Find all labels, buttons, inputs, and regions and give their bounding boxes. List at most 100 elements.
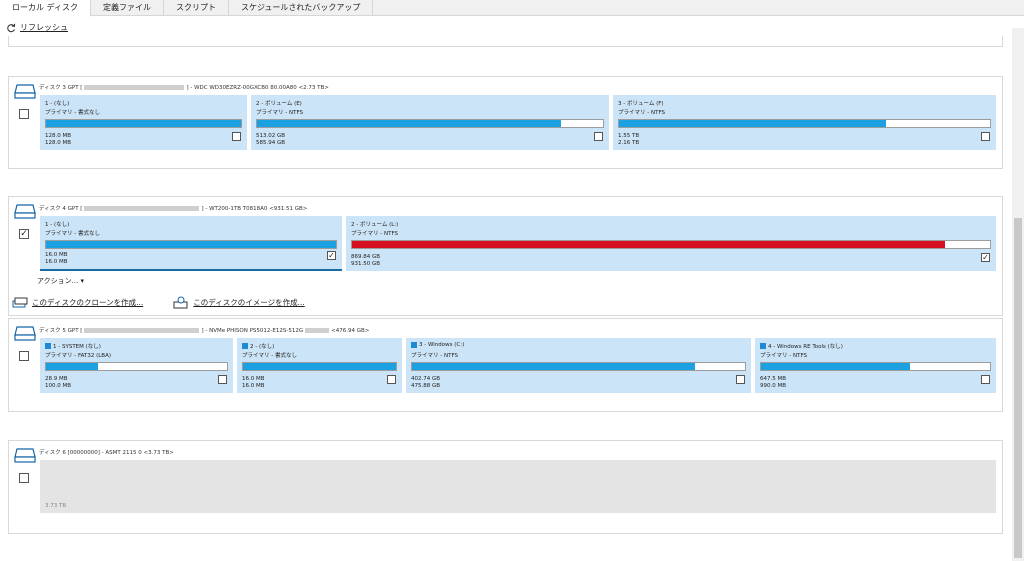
usage-fill <box>412 363 696 370</box>
tab-local-disk[interactable]: ローカル ディスク <box>0 0 91 17</box>
refresh-label: リフレッシュ <box>20 23 68 32</box>
usage-bar <box>256 119 604 128</box>
partition[interactable]: 3 - ボリューム (F) プライマリ - NTFS 1.55 TB 2.16 T… <box>613 95 996 150</box>
usage-fill <box>761 363 910 370</box>
scrollbar-thumb[interactable] <box>1014 218 1022 558</box>
partition-checkbox[interactable]: ✓ <box>981 253 990 262</box>
refresh-icon <box>7 23 16 32</box>
disk-5-partitions: 1 - SYSTEM (なし) プライマリ - FAT32 (LBA) 28.9… <box>40 338 996 393</box>
usage-bar <box>411 362 746 371</box>
partition-type: プライマリ - FAT32 (LBA) <box>45 353 111 359</box>
partition[interactable]: 1 - (なし) プライマリ - 書式なし 16.0 MB 16.0 MB ✓ <box>40 216 342 271</box>
partition-checkbox[interactable] <box>387 375 396 384</box>
partition[interactable]: 1 - SYSTEM (なし) プライマリ - FAT32 (LBA) 28.9… <box>40 338 233 393</box>
previous-disk-panel <box>8 36 1003 47</box>
partition-size: 28.9 MB 100.0 MB <box>45 376 72 389</box>
partition-name: 2 - ボリューム (L:) <box>351 222 399 228</box>
partition-size: 402.74 GB 475.88 GB <box>411 376 441 389</box>
tab-bar: ローカル ディスク 定義ファイル スクリプト スケジュールされたバックアップ <box>0 0 1024 17</box>
usage-bar <box>351 240 991 249</box>
partition-name: 3 - ボリューム (F) <box>618 101 664 107</box>
disk-3-partitions: 1 - (なし) プライマリ - 書式なし 128.0 MB 128.0 MB 2… <box>40 95 996 150</box>
usage-fill <box>46 363 99 370</box>
partition-name: 1 - (なし) <box>45 101 70 107</box>
partition-checkbox[interactable] <box>594 132 603 141</box>
unallocated-space[interactable]: 3.73 TB <box>40 460 996 513</box>
disk-5-checkbox[interactable] <box>19 351 29 361</box>
windows-icon <box>411 342 417 348</box>
usage-bar <box>45 362 228 371</box>
disk-icon <box>14 326 36 341</box>
disk-6-panel: ディスク 6 [00000000] - ASMT 2115 0 <3.73 TB… <box>8 440 1003 534</box>
partition-size: 128.0 MB 128.0 MB <box>45 133 72 146</box>
partition-type: プライマリ - NTFS <box>618 110 666 116</box>
partition-type: プライマリ - 書式なし <box>242 353 297 359</box>
disk-4-partitions: 1 - (なし) プライマリ - 書式なし 16.0 MB 16.0 MB ✓ 2… <box>40 216 996 271</box>
partition-name: 2 - (なし) <box>242 342 274 350</box>
tab-definition-files[interactable]: 定義ファイル <box>91 0 164 16</box>
disk-5-header: ディスク 5 GPT [] - NVMe PHISON PS5012-E12S-… <box>39 328 370 334</box>
partition[interactable]: 3 - Windows (C:) プライマリ - NTFS 402.74 GB 4… <box>406 338 751 393</box>
partition-size: 513.02 GB 585.94 GB <box>256 133 286 146</box>
disk-6-checkbox[interactable] <box>19 473 29 483</box>
usage-bar <box>618 119 991 128</box>
partition-name: 1 - (なし) <box>45 222 70 228</box>
partition-type: プライマリ - 書式なし <box>45 110 100 116</box>
partition-size: 16.0 MB 16.0 MB <box>242 376 265 389</box>
partition-checkbox[interactable] <box>232 132 241 141</box>
partition-size: 1.55 TB 2.16 TB <box>618 133 640 146</box>
actions-dropdown[interactable]: アクション... ▾ <box>37 277 85 285</box>
usage-fill <box>257 120 562 127</box>
image-disk-link[interactable]: このディスクのイメージを作成... <box>173 296 305 309</box>
refresh-button[interactable]: リフレッシュ <box>6 22 68 33</box>
disk-5-panel: ディスク 5 GPT [] - NVMe PHISON PS5012-E12S-… <box>8 318 1003 412</box>
unallocated-size: 3.73 TB <box>45 503 67 509</box>
tab-scheduled-backups[interactable]: スケジュールされたバックアップ <box>229 0 374 16</box>
partition-name: 3 - Windows (C:) <box>411 342 464 348</box>
usage-bar <box>45 240 337 249</box>
windows-icon <box>760 343 766 349</box>
partition-checkbox[interactable]: ✓ <box>327 251 336 260</box>
partition-checkbox[interactable] <box>736 375 745 384</box>
clone-disk-link[interactable]: このディスクのクローンを作成... <box>12 296 143 309</box>
partition-type: プライマリ - 書式なし <box>45 231 100 237</box>
usage-fill <box>243 363 396 370</box>
partition[interactable]: 2 - (なし) プライマリ - 書式なし 16.0 MB 16.0 MB <box>237 338 402 393</box>
disk-6-header: ディスク 6 [00000000] - ASMT 2115 0 <3.73 TB… <box>39 450 174 456</box>
usage-bar <box>45 119 242 128</box>
vertical-scrollbar[interactable] <box>1012 28 1024 561</box>
disk-4-checkbox[interactable]: ✓ <box>19 229 29 239</box>
partition-checkbox[interactable] <box>981 375 990 384</box>
usage-fill <box>46 241 336 248</box>
partition-name: 4 - Windows RE Tools (なし) <box>760 342 843 350</box>
disk-icon <box>14 204 36 219</box>
partition[interactable]: 2 - ボリューム (E) プライマリ - NTFS 513.02 GB 585.… <box>251 95 609 150</box>
disk-3-panel: ディスク 3 GPT [] - WDC WD30EZRZ-00GXCB0 80.… <box>8 76 1003 169</box>
usage-fill <box>619 120 887 127</box>
partition-type: プライマリ - NTFS <box>760 353 808 359</box>
disk-icon <box>14 448 36 463</box>
partition-type: プライマリ - NTFS <box>411 353 459 359</box>
partition-type: プライマリ - NTFS <box>351 231 399 237</box>
disk-icon <box>14 84 36 99</box>
partition[interactable]: 1 - (なし) プライマリ - 書式なし 128.0 MB 128.0 MB <box>40 95 247 150</box>
partition-size: 647.5 MB 990.0 MB <box>760 376 787 389</box>
partition-checkbox[interactable] <box>218 375 227 384</box>
usage-fill <box>352 241 946 248</box>
partition-size: 16.0 MB 16.0 MB <box>45 252 68 265</box>
partition-checkbox[interactable] <box>981 132 990 141</box>
disk-4-panel: ✓ ディスク 4 GPT [] - WT200-1TB T0818A0 <931… <box>8 196 1003 316</box>
partition-type: プライマリ - NTFS <box>256 110 304 116</box>
clone-icon <box>12 297 28 308</box>
partition[interactable]: 4 - Windows RE Tools (なし) プライマリ - NTFS 6… <box>755 338 996 393</box>
disk-4-links: このディスクのクローンを作成... このディスクのイメージを作成... <box>12 296 305 309</box>
partition[interactable]: 2 - ボリューム (L:) プライマリ - NTFS 869.84 GB 931… <box>346 216 996 271</box>
usage-fill <box>46 120 241 127</box>
windows-icon <box>242 343 248 349</box>
partition-size: 869.84 GB 931.50 GB <box>351 254 381 267</box>
windows-icon <box>45 343 51 349</box>
disk-3-checkbox[interactable] <box>19 109 29 119</box>
partition-name: 1 - SYSTEM (なし) <box>45 342 101 350</box>
tab-scripts[interactable]: スクリプト <box>164 0 229 16</box>
image-icon <box>173 296 188 309</box>
